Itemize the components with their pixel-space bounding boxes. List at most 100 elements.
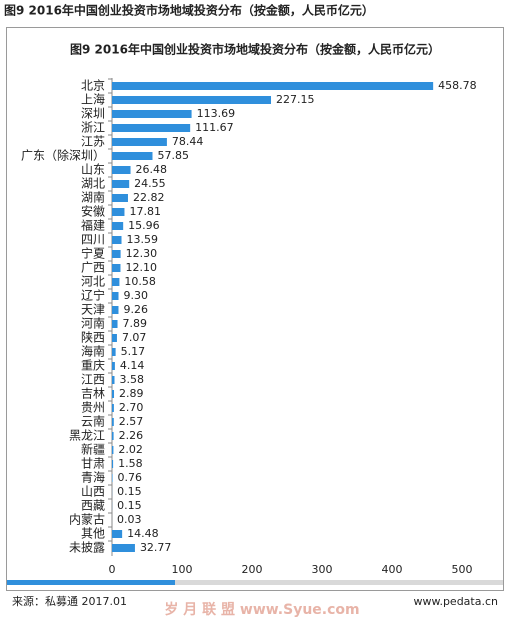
value-label: 458.78 <box>438 79 477 92</box>
value-label: 2.02 <box>118 443 143 456</box>
y-tick-label: 云南 <box>81 414 105 429</box>
value-label: 2.26 <box>119 429 144 442</box>
value-label: 24.55 <box>134 177 166 190</box>
value-label: 9.26 <box>123 303 147 316</box>
value-label: 7.07 <box>122 331 147 344</box>
value-label: 0.03 <box>117 513 141 526</box>
y-tick-label: 其他 <box>81 527 105 541</box>
y-tick-label: 江西 <box>81 373 105 387</box>
bar <box>112 278 119 286</box>
y-tick-label: 天津 <box>81 303 105 317</box>
y-tick-label: 浙江 <box>81 121 105 135</box>
value-label: 1.58 <box>118 457 143 470</box>
value-label: 4.14 <box>120 359 145 372</box>
value-label: 2.70 <box>119 401 144 414</box>
y-tick-label: 山东 <box>81 163 105 177</box>
source: 来源：私募通 2017.01 <box>12 594 127 608</box>
page-heading: 图9 2016年中国创业投资市场地域投资分布（按金额，人民币亿元） <box>4 3 374 18</box>
y-tick-label: 青海 <box>81 470 105 485</box>
y-tick-label: 黑龙江 <box>69 429 105 443</box>
x-tick-label: 500 <box>452 563 473 576</box>
bar <box>112 236 122 244</box>
y-tick-label: 上海 <box>81 92 105 107</box>
bar <box>112 460 113 468</box>
value-label: 26.48 <box>136 163 168 176</box>
y-tick-label: 北京 <box>81 79 105 93</box>
bar <box>112 222 123 230</box>
y-tick-label: 内蒙古 <box>69 512 105 527</box>
bar <box>112 348 116 356</box>
value-label: 14.48 <box>127 527 159 540</box>
x-tick-label: 200 <box>242 563 263 576</box>
value-label: 7.89 <box>123 317 148 330</box>
y-tick-label: 河北 <box>81 275 105 289</box>
value-label: 17.81 <box>129 205 161 218</box>
bar <box>112 208 124 216</box>
bar <box>112 404 114 412</box>
y-tick-label: 广东（除深圳） <box>21 148 105 163</box>
bar <box>112 446 113 454</box>
value-label: 12.30 <box>126 247 158 260</box>
y-tick-label: 新疆 <box>81 442 105 457</box>
y-tick-label: 重庆 <box>81 359 105 373</box>
bar <box>112 334 117 342</box>
y-tick-label: 吉林 <box>81 387 105 401</box>
value-label: 10.58 <box>124 275 156 288</box>
bar <box>112 544 135 552</box>
x-tick-label: 400 <box>382 563 403 576</box>
y-tick-label: 陕西 <box>81 330 105 345</box>
bar <box>112 250 121 258</box>
bar <box>112 362 115 370</box>
bar <box>112 474 113 482</box>
y-tick-label: 西藏 <box>81 499 105 513</box>
value-label: 57.85 <box>157 149 189 162</box>
value-label: 12.10 <box>125 261 157 274</box>
chart-title: 图9 2016年中国创业投资市场地域投资分布（按金额，人民币亿元） <box>70 42 440 57</box>
value-label: 78.44 <box>172 135 204 148</box>
bar <box>112 82 433 90</box>
value-label: 2.89 <box>119 387 144 400</box>
bar <box>112 530 122 538</box>
value-label: 22.82 <box>133 191 165 204</box>
bar <box>112 376 115 384</box>
value-label: 32.77 <box>140 541 172 554</box>
value-label: 2.57 <box>119 415 144 428</box>
value-label: 9.30 <box>124 289 149 302</box>
bar <box>112 390 114 398</box>
y-tick-label: 江苏 <box>81 135 105 149</box>
y-tick-label: 贵州 <box>81 401 105 415</box>
y-tick-label: 深圳 <box>81 107 105 121</box>
y-tick-label: 四川 <box>81 233 105 247</box>
value-label: 111.67 <box>195 121 234 134</box>
y-tick-label: 辽宁 <box>81 288 105 303</box>
bar <box>112 320 118 328</box>
value-label: 113.69 <box>197 107 236 120</box>
bar <box>112 138 167 146</box>
bar <box>112 306 118 314</box>
y-tick-label: 甘肃 <box>81 457 105 471</box>
value-label: 0.15 <box>117 499 142 512</box>
website: www.pedata.cn <box>413 595 498 608</box>
watermark: 岁 月 联 盟 www.Syue.com <box>164 601 359 618</box>
y-tick-label: 湖南 <box>81 190 105 205</box>
x-tick-label: 300 <box>312 563 333 576</box>
bar <box>112 110 192 118</box>
bar <box>112 418 114 426</box>
value-label: 3.58 <box>120 373 145 386</box>
y-tick-label: 山西 <box>81 485 105 499</box>
value-label: 13.59 <box>127 233 159 246</box>
bar <box>112 194 128 202</box>
value-label: 5.17 <box>121 345 146 358</box>
y-tick-label: 广西 <box>81 261 105 275</box>
y-tick-label: 湖北 <box>81 176 105 191</box>
x-tick-label: 100 <box>172 563 193 576</box>
y-tick-label: 福建 <box>81 218 105 233</box>
bar <box>112 166 131 174</box>
value-label: 0.15 <box>117 485 142 498</box>
value-label: 0.76 <box>118 471 143 484</box>
bar <box>112 152 152 160</box>
bar <box>112 264 120 272</box>
y-tick-label: 宁夏 <box>81 246 105 261</box>
y-tick-label: 未披露 <box>69 541 105 555</box>
